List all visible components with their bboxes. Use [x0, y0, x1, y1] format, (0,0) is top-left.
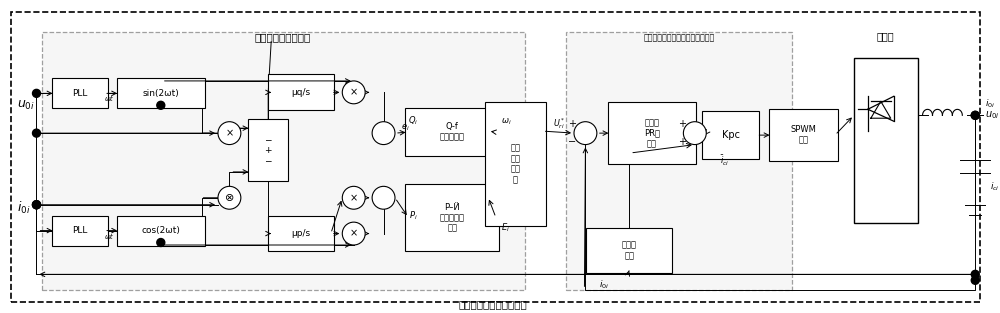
Text: $E_i$: $E_i$	[501, 221, 510, 234]
Text: Kpc: Kpc	[722, 130, 740, 140]
Text: $\times$: $\times$	[349, 192, 358, 203]
Text: PLL: PLL	[73, 89, 88, 98]
Text: 逆变器: 逆变器	[877, 32, 895, 42]
Text: $u_{0i}$: $u_{0i}$	[17, 99, 34, 112]
Circle shape	[33, 201, 40, 209]
Text: $e_i$: $e_i$	[401, 123, 410, 133]
Text: 基于虚拟复阻抗的电压电流双闭环: 基于虚拟复阻抗的电压电流双闭环	[643, 33, 715, 42]
Circle shape	[372, 122, 395, 145]
Text: +: +	[569, 119, 577, 129]
FancyBboxPatch shape	[268, 74, 334, 110]
FancyBboxPatch shape	[854, 58, 918, 223]
Circle shape	[971, 276, 979, 284]
Text: $U^*_{ri}$: $U^*_{ri}$	[553, 116, 565, 131]
FancyBboxPatch shape	[608, 102, 696, 164]
Circle shape	[33, 90, 40, 97]
FancyBboxPatch shape	[586, 228, 672, 273]
FancyBboxPatch shape	[405, 108, 499, 156]
Circle shape	[218, 122, 241, 145]
Circle shape	[683, 122, 706, 145]
Text: +: +	[678, 137, 686, 147]
Circle shape	[342, 186, 365, 209]
Circle shape	[33, 201, 40, 209]
FancyBboxPatch shape	[566, 32, 792, 290]
Circle shape	[971, 111, 979, 119]
Text: SPWM
调制: SPWM 调制	[791, 126, 817, 145]
Text: 低延时鲁棒功率下垂控制: 低延时鲁棒功率下垂控制	[459, 299, 527, 309]
Text: +: +	[678, 119, 686, 129]
Text: $i_{0i}$: $i_{0i}$	[17, 200, 30, 216]
FancyBboxPatch shape	[117, 216, 205, 245]
Circle shape	[218, 186, 241, 209]
Text: 虚拟复
阻抗: 虚拟复 阻抗	[622, 241, 637, 260]
Text: $\times$: $\times$	[225, 128, 234, 138]
Text: PLL: PLL	[73, 226, 88, 235]
Circle shape	[342, 222, 365, 245]
FancyBboxPatch shape	[42, 32, 525, 290]
FancyBboxPatch shape	[405, 184, 499, 251]
FancyBboxPatch shape	[248, 119, 288, 181]
Text: μq/s: μq/s	[291, 88, 311, 97]
Circle shape	[342, 81, 365, 104]
FancyBboxPatch shape	[117, 79, 205, 108]
Text: 准谐振
PR控
制器: 准谐振 PR控 制器	[644, 118, 660, 148]
Circle shape	[971, 270, 979, 278]
Text: −
+
−: − + −	[264, 135, 272, 165]
Text: $P_i$: $P_i$	[409, 209, 418, 222]
FancyBboxPatch shape	[769, 109, 838, 161]
Text: μp/s: μp/s	[291, 229, 311, 238]
FancyBboxPatch shape	[268, 216, 334, 251]
Text: Q-f
下垂控制器: Q-f 下垂控制器	[440, 122, 465, 142]
Text: $\omega_i$: $\omega_i$	[501, 117, 512, 127]
Text: ωt: ωt	[105, 233, 114, 239]
Text: $\times$: $\times$	[349, 87, 358, 98]
Circle shape	[157, 101, 165, 109]
Text: $u_{0i}$: $u_{0i}$	[985, 110, 1000, 121]
Text: sin(2ωt): sin(2ωt)	[142, 89, 179, 98]
FancyBboxPatch shape	[52, 79, 108, 108]
Text: $i_{0i}$: $i_{0i}$	[599, 278, 609, 290]
Circle shape	[157, 239, 165, 247]
Text: $\times$: $\times$	[349, 228, 358, 239]
FancyBboxPatch shape	[485, 102, 546, 226]
Circle shape	[971, 111, 979, 119]
Text: $\otimes$: $\otimes$	[224, 192, 235, 203]
Text: $\bar{i}_{ci}$: $\bar{i}_{ci}$	[720, 154, 729, 168]
Text: 正弦
信号
生成
器: 正弦 信号 生成 器	[510, 144, 520, 184]
FancyBboxPatch shape	[702, 111, 759, 159]
Text: 低延时功率计算方法: 低延时功率计算方法	[255, 33, 311, 43]
Text: cos(2ωt): cos(2ωt)	[141, 226, 180, 235]
Text: ωt: ωt	[105, 96, 114, 102]
Circle shape	[33, 129, 40, 137]
Circle shape	[574, 122, 597, 145]
Circle shape	[372, 186, 395, 209]
FancyBboxPatch shape	[52, 216, 108, 245]
Text: $i_{ci}$: $i_{ci}$	[990, 181, 1000, 193]
Circle shape	[33, 201, 40, 209]
Text: $i_{0i}$: $i_{0i}$	[985, 97, 995, 110]
Text: $Q_i$: $Q_i$	[408, 115, 418, 127]
Text: P–Ӥ
鲁棒下垂控
制器: P–Ӥ 鲁棒下垂控 制器	[440, 203, 465, 233]
Text: −: −	[568, 137, 577, 147]
